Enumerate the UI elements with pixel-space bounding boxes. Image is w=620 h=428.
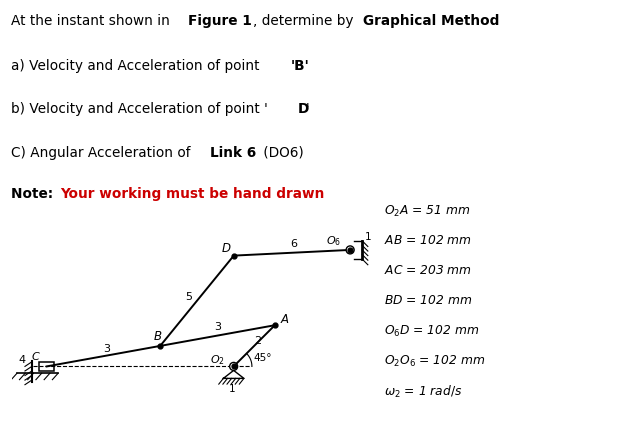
Text: $O_2A$ = 51 $mm$: $O_2A$ = 51 $mm$ (384, 204, 471, 219)
Text: A: A (280, 313, 288, 326)
Text: $O_2$: $O_2$ (210, 353, 224, 367)
Text: Graphical Method: Graphical Method (363, 14, 500, 28)
Text: D: D (221, 242, 230, 255)
Text: 2: 2 (254, 336, 261, 345)
Text: 'B': 'B' (291, 59, 309, 73)
Text: 1: 1 (365, 232, 372, 242)
Text: :: : (494, 14, 499, 28)
Text: a) Velocity and Acceleration of point: a) Velocity and Acceleration of point (11, 59, 264, 73)
Text: $BD$ = 102 $mm$: $BD$ = 102 $mm$ (384, 294, 472, 307)
Text: $O_2O_6$ = 102 $mm$: $O_2O_6$ = 102 $mm$ (384, 354, 485, 369)
Text: 4: 4 (18, 355, 25, 365)
Text: 1: 1 (229, 383, 236, 393)
Text: Link 6: Link 6 (210, 146, 256, 160)
Text: 6: 6 (291, 239, 298, 249)
Text: C) Angular Acceleration of: C) Angular Acceleration of (11, 146, 195, 160)
Text: B: B (154, 330, 162, 343)
Text: $O_6$: $O_6$ (326, 234, 341, 248)
Text: $AC$ = 203 $mm$: $AC$ = 203 $mm$ (384, 264, 472, 277)
Text: b) Velocity and Acceleration of point ': b) Velocity and Acceleration of point ' (11, 102, 268, 116)
Text: 3: 3 (214, 322, 221, 332)
Text: Your working must be hand drawn: Your working must be hand drawn (60, 187, 325, 201)
Text: $O_6D$ = 102 $mm$: $O_6D$ = 102 $mm$ (384, 324, 480, 339)
Text: ': ' (306, 102, 310, 116)
Text: C: C (32, 351, 39, 362)
Text: Note:: Note: (11, 187, 58, 201)
Text: 3: 3 (104, 344, 110, 354)
Text: At the instant shown in: At the instant shown in (11, 14, 174, 28)
Text: 45°: 45° (253, 353, 272, 363)
Text: Figure 1: Figure 1 (188, 14, 252, 28)
Text: $AB$ = 102 $mm$: $AB$ = 102 $mm$ (384, 234, 472, 247)
Text: D: D (298, 102, 309, 116)
Circle shape (346, 246, 354, 254)
Text: , determine by: , determine by (253, 14, 358, 28)
Text: 5: 5 (185, 291, 192, 302)
Text: (DO6): (DO6) (259, 146, 304, 160)
Circle shape (229, 363, 237, 370)
Text: $\omega_2$ = 1 $rad/s$: $\omega_2$ = 1 $rad/s$ (384, 384, 463, 400)
